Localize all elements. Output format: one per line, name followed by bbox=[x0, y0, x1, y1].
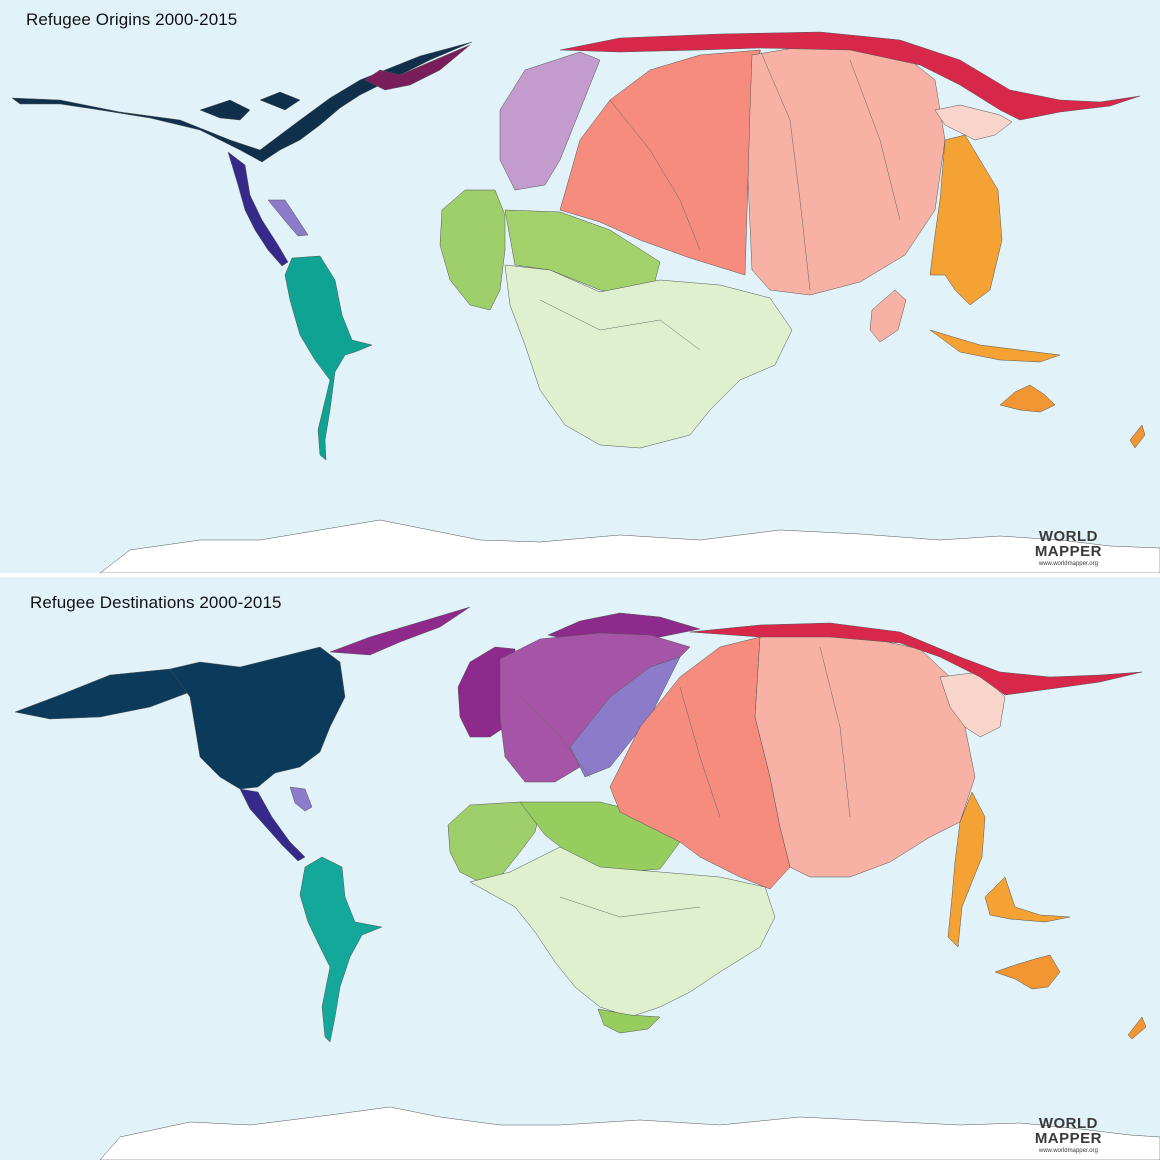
origins-border-lines bbox=[539, 49, 901, 351]
origins-cartogram bbox=[11, 31, 1160, 573]
russia-region bbox=[559, 31, 1141, 121]
north-america-arctic-islands bbox=[329, 606, 471, 656]
logo-line1: WORLD bbox=[1038, 528, 1098, 545]
east-asia-region bbox=[934, 104, 1013, 141]
south-asia-region bbox=[747, 41, 946, 296]
logo-url: www.worldmapper.org bbox=[1038, 561, 1098, 567]
south-asia-region bbox=[754, 631, 976, 878]
logo-line2: MAPPER bbox=[1034, 543, 1102, 560]
panel-divider bbox=[0, 573, 1160, 577]
destinations-title: Refugee Destinations 2000-2015 bbox=[30, 593, 282, 612]
destinations-map-panel: Refugee Destinations 2000-2015 WORLD MAP… bbox=[0, 577, 1160, 1160]
indonesia-region bbox=[984, 876, 1071, 923]
russia-region bbox=[689, 622, 1143, 696]
alaska-region bbox=[14, 668, 201, 720]
central-southern-africa-region bbox=[504, 264, 793, 449]
destinations-cartogram bbox=[14, 606, 1160, 1160]
new-zealand-region bbox=[1127, 1016, 1147, 1040]
new-zealand-region bbox=[1129, 424, 1146, 449]
caribbean-region bbox=[267, 199, 309, 237]
australia-region bbox=[999, 384, 1056, 413]
sri-lanka-region bbox=[869, 289, 907, 343]
west-africa-region bbox=[439, 189, 506, 311]
central-america-region bbox=[227, 151, 289, 267]
antarctica-region bbox=[99, 519, 1160, 573]
indonesia-region bbox=[929, 329, 1061, 363]
worldmapper-logo-bottom: WORLD MAPPER www.worldmapper.org bbox=[1035, 1116, 1102, 1154]
west-africa-region bbox=[447, 801, 541, 883]
logo-line1: WORLD bbox=[1038, 1115, 1098, 1132]
origins-map-panel: Refugee Origins 2000-2015 WORLD MAPPER w… bbox=[0, 0, 1160, 573]
south-america-region bbox=[299, 856, 383, 1043]
west-europe-region bbox=[364, 44, 471, 91]
southeast-asia-region bbox=[947, 791, 986, 948]
australia-region bbox=[994, 954, 1061, 990]
logo-line2: MAPPER bbox=[1034, 1130, 1102, 1147]
worldmapper-logo: WORLD MAPPER www.worldmapper.org bbox=[1035, 529, 1102, 567]
destinations-border-lines bbox=[519, 646, 851, 918]
caribbean-region bbox=[289, 786, 313, 812]
logo-url: www.worldmapper.org bbox=[1038, 1148, 1098, 1154]
north-america-region bbox=[11, 41, 473, 163]
south-america-region bbox=[284, 255, 373, 461]
south-africa-region bbox=[597, 1008, 661, 1034]
origins-title: Refugee Origins 2000-2015 bbox=[26, 10, 238, 29]
north-america-region bbox=[169, 646, 346, 790]
southeast-asia-region bbox=[929, 134, 1003, 306]
north-america-islands bbox=[199, 91, 301, 121]
antarctica-region bbox=[99, 1106, 1160, 1160]
central-america-region bbox=[239, 788, 306, 862]
east-europe-region bbox=[499, 51, 601, 191]
central-southern-africa-region bbox=[469, 846, 776, 1018]
east-europe-light bbox=[569, 656, 681, 778]
